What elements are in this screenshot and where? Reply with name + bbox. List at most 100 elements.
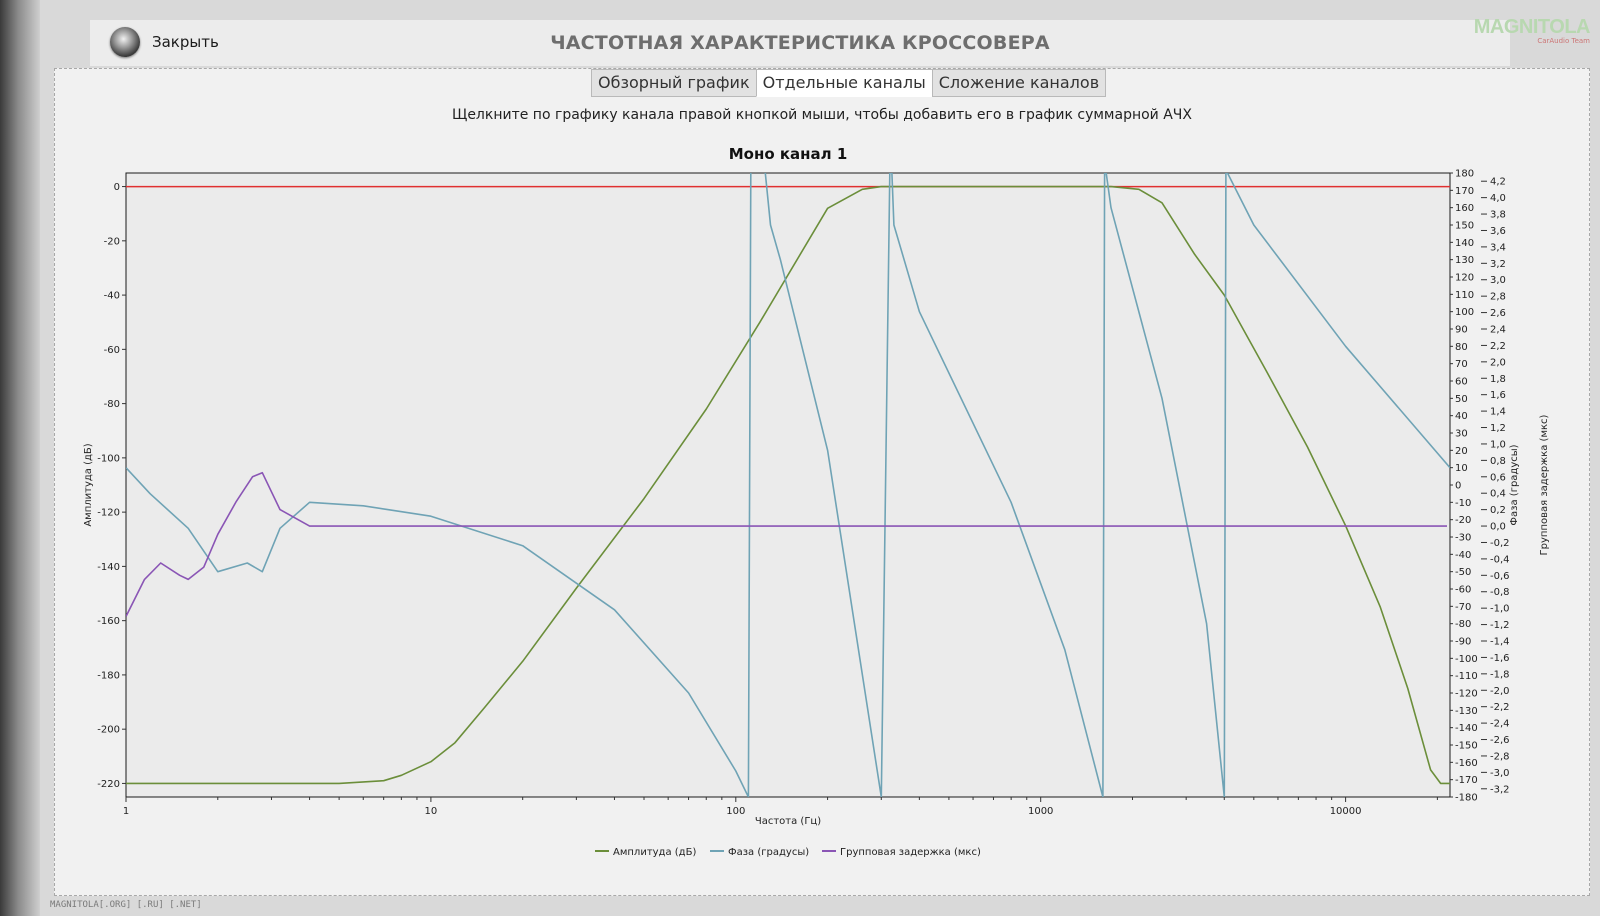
y3-tick-label: -3,2 — [1490, 784, 1510, 795]
y2-tick-label: -120 — [1455, 689, 1478, 700]
y2-tick-label: -140 — [1455, 723, 1478, 734]
y3-tick-label: -1,2 — [1490, 620, 1510, 631]
y3-tick-label: 1,8 — [1490, 374, 1506, 385]
tab-bar: Обзорный график Отдельные каналы Сложени… — [591, 69, 1107, 97]
y2-tick-label: 180 — [1455, 169, 1474, 180]
crossover-window: Закрыть ЧАСТОТНАЯ ХАРАКТЕРИСТИКА КРОССОВ… — [40, 0, 1600, 916]
y3-tick-label: -0,4 — [1490, 554, 1510, 565]
y2-tick-label: 90 — [1455, 325, 1468, 336]
title-bar: Закрыть ЧАСТОТНАЯ ХАРАКТЕРИСТИКА КРОССОВ… — [90, 20, 1510, 66]
y-tick-label: -40 — [104, 291, 120, 302]
x-tick-label: 10000 — [1330, 806, 1362, 817]
y2-tick-label: 0 — [1455, 481, 1461, 492]
y2-tick-label: 10 — [1455, 463, 1468, 474]
y3-tick-label: -2,6 — [1490, 735, 1510, 746]
logo-subtext: CarAudio Team — [1537, 37, 1590, 45]
y3-tick-label: 0,8 — [1490, 456, 1506, 467]
y3-tick-label: -1,4 — [1490, 637, 1510, 648]
y2-tick-label: 60 — [1455, 377, 1468, 388]
window-shadow — [0, 0, 40, 916]
y-axis-label: Амплитуда (дБ) — [83, 443, 94, 526]
y2-tick-label: -20 — [1455, 515, 1471, 526]
series-line-0 — [126, 185, 1450, 785]
close-label[interactable]: Закрыть — [152, 33, 219, 51]
y2-tick-label: -130 — [1455, 706, 1478, 717]
y3-tick-label: -1,8 — [1490, 669, 1510, 680]
y-tick-label: -20 — [104, 236, 120, 247]
y2-tick-label: 150 — [1455, 221, 1474, 232]
y2-tick-label: -100 — [1455, 654, 1478, 665]
y2-tick-label: 70 — [1455, 359, 1468, 370]
y-tick-label: -200 — [97, 725, 120, 736]
y2-tick-label: 30 — [1455, 429, 1468, 440]
y2-tick-label: -50 — [1455, 567, 1471, 578]
y3-tick-label: 2,8 — [1490, 292, 1506, 303]
close-button[interactable]: Закрыть — [110, 27, 219, 57]
tab-channel-sum[interactable]: Сложение каналов — [931, 69, 1107, 97]
y3-tick-label: -0,6 — [1490, 571, 1510, 582]
logo-text: MAGNITOLA — [1473, 16, 1591, 38]
y-tick-label: -80 — [104, 399, 120, 410]
y2-tick-label: -70 — [1455, 602, 1471, 613]
y-tick-label: 0 — [114, 182, 120, 193]
page-title: ЧАСТОТНАЯ ХАРАКТЕРИСТИКА КРОССОВЕРА — [550, 32, 1050, 54]
y3-tick-label: 1,6 — [1490, 390, 1506, 401]
y3-tick-label: 0,6 — [1490, 472, 1506, 483]
y3-tick-label: -2,8 — [1490, 751, 1510, 762]
y2-tick-label: 80 — [1455, 342, 1468, 353]
y3-tick-label: 3,8 — [1490, 210, 1506, 221]
y3-tick-label: 2,2 — [1490, 341, 1506, 352]
y2-tick-label: 170 — [1455, 186, 1474, 197]
legend-label: Групповая задержка (мкс) — [840, 847, 981, 858]
series-line-2 — [126, 471, 1447, 617]
y3-tick-label: -1,6 — [1490, 653, 1510, 664]
y3-tick-label: 1,0 — [1490, 439, 1506, 450]
y3-tick-label: -0,2 — [1490, 538, 1510, 549]
y3-tick-label: 0,2 — [1490, 505, 1506, 516]
y-tick-label: -160 — [97, 616, 120, 627]
y3-tick-label: 0,0 — [1490, 522, 1506, 533]
y3-tick-label: 4,2 — [1490, 177, 1506, 188]
y-tick-label: -120 — [97, 508, 120, 519]
y3-tick-label: 2,0 — [1490, 357, 1506, 368]
y2-tick-label: 110 — [1455, 290, 1474, 301]
y3-tick-label: 2,6 — [1490, 308, 1506, 319]
y3-tick-label: 3,4 — [1490, 242, 1506, 253]
brand-logo: MAGNITOLA CarAudio Team — [1473, 16, 1591, 45]
y-tick-label: -220 — [97, 779, 120, 790]
y2-tick-label: -80 — [1455, 619, 1471, 630]
y2-tick-label: 40 — [1455, 411, 1468, 422]
tab-separate-channels[interactable]: Отдельные каналы — [755, 69, 933, 97]
x-tick-label: 100 — [726, 806, 745, 817]
close-icon[interactable] — [110, 27, 140, 57]
y2-tick-label: 50 — [1455, 394, 1468, 405]
y3-tick-label: 3,2 — [1490, 259, 1506, 270]
y2-tick-label: 20 — [1455, 446, 1468, 457]
y-tick-label: -140 — [97, 562, 120, 573]
y3-tick-label: -1,0 — [1490, 604, 1510, 615]
y2-tick-label: -60 — [1455, 585, 1471, 596]
y3-tick-label: -2,2 — [1490, 702, 1510, 713]
y2-tick-label: -160 — [1455, 758, 1478, 769]
y3-tick-label: -3,0 — [1490, 768, 1510, 779]
legend-label: Амплитуда (дБ) — [613, 847, 696, 858]
plot-area — [125, 172, 1451, 798]
tab-overview[interactable]: Обзорный график — [591, 69, 757, 97]
y3-axis-label: Групповая задержка (мкс) — [1539, 414, 1550, 555]
y2-tick-label: -30 — [1455, 533, 1471, 544]
y2-tick-label: 140 — [1455, 238, 1474, 249]
y2-axis-label: Фаза (градусы) — [1509, 444, 1520, 525]
y3-tick-label: 2,4 — [1490, 325, 1506, 336]
legend-label: Фаза (градусы) — [728, 847, 809, 858]
y3-tick-label: 3,0 — [1490, 275, 1506, 286]
series-line-1 — [126, 173, 1450, 797]
y3-tick-label: -2,4 — [1490, 719, 1510, 730]
y2-tick-label: 130 — [1455, 255, 1474, 266]
y2-tick-label: -90 — [1455, 637, 1471, 648]
y2-tick-label: -180 — [1455, 793, 1478, 804]
y-tick-label: -100 — [97, 453, 120, 464]
y2-tick-label: -40 — [1455, 550, 1471, 561]
x-tick-label: 1000 — [1028, 806, 1053, 817]
y-tick-label: -180 — [97, 670, 120, 681]
